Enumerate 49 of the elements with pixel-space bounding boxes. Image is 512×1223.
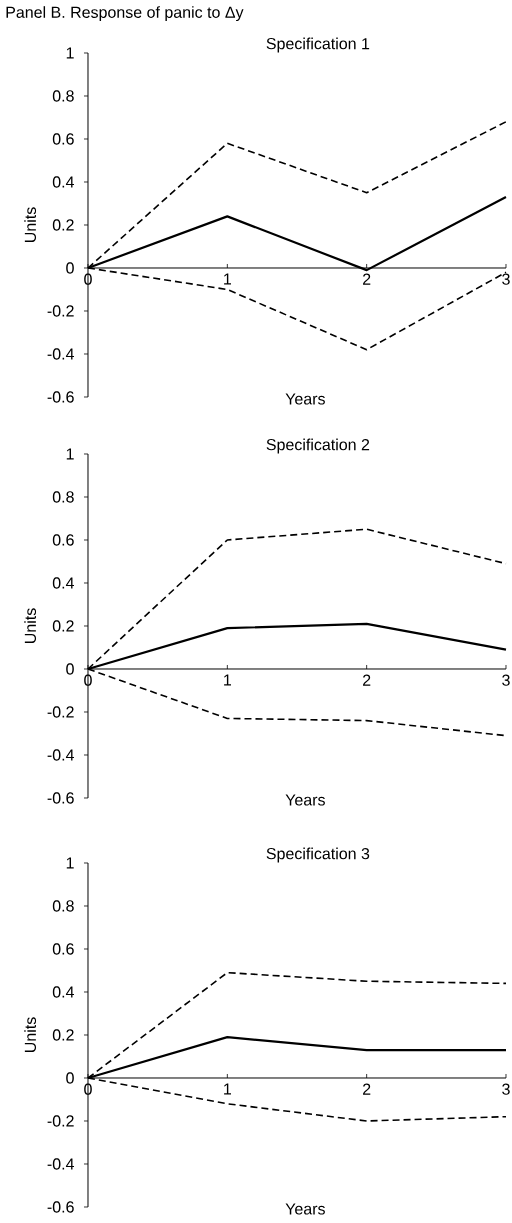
x-tick-label: 3 (502, 1083, 510, 1095)
y-tick-label: 0.6 (52, 943, 74, 955)
y-axis-title: Units (24, 608, 37, 643)
y-tick-label: 0.8 (52, 90, 74, 102)
y-tick-label: 0.4 (52, 176, 75, 188)
y-tick-label: -0.2 (47, 305, 74, 317)
x-axis-title: Years (285, 393, 325, 405)
y-tick-label: -0.2 (47, 1115, 74, 1127)
y-axis-title: Units (24, 207, 37, 242)
chart-title: Specification 1 (266, 37, 370, 53)
x-tick-label: 1 (224, 273, 232, 285)
x-tick-label: 0 (84, 674, 92, 686)
y-tick-label: 0.6 (52, 133, 74, 145)
y-tick-label: 1 (66, 47, 74, 59)
y-tick-label: 0 (66, 663, 74, 675)
x-axis-title: Years (285, 1203, 325, 1215)
y-tick-label: 0.6 (52, 534, 74, 546)
x-tick-label: 3 (502, 674, 510, 686)
x-tick-label: 2 (363, 674, 371, 686)
x-tick-label: 0 (84, 273, 92, 285)
y-tick-label: 0.2 (52, 1029, 74, 1041)
y-tick-label: 0.8 (52, 491, 74, 503)
y-tick-label: 0.4 (52, 986, 75, 998)
y-tick-label: -0.2 (47, 706, 74, 718)
y-tick-label: -0.4 (47, 749, 74, 761)
x-tick-label: 2 (363, 1083, 371, 1095)
chart-title: Specification 3 (266, 847, 370, 863)
y-tick-label: 0.4 (52, 577, 75, 589)
y-tick-label: -0.4 (47, 348, 74, 360)
x-tick-label: 2 (363, 273, 371, 285)
y-tick-label: 0.8 (52, 900, 74, 912)
y-tick-label: -0.6 (47, 1201, 74, 1213)
y-axis-title: Units (24, 1017, 37, 1052)
x-tick-label: 3 (502, 273, 510, 285)
chart-title: Specification 2 (266, 438, 370, 454)
y-tick-label: -0.6 (47, 391, 74, 403)
y-tick-label: 0.2 (52, 620, 74, 632)
y-tick-label: -0.4 (47, 1158, 74, 1170)
x-tick-label: 0 (84, 1083, 92, 1095)
y-tick-label: 0.2 (52, 219, 74, 231)
y-tick-label: 1 (66, 857, 74, 869)
x-tick-label: 1 (224, 674, 232, 686)
x-tick-label: 1 (224, 1083, 232, 1095)
x-axis-title: Years (285, 794, 325, 806)
y-tick-label: 1 (66, 448, 74, 460)
y-tick-label: 0 (66, 262, 74, 274)
text: Panel B. Response of panic to Δy (6, 6, 244, 22)
y-tick-label: 0 (66, 1072, 74, 1084)
y-tick-label: -0.6 (47, 792, 74, 804)
